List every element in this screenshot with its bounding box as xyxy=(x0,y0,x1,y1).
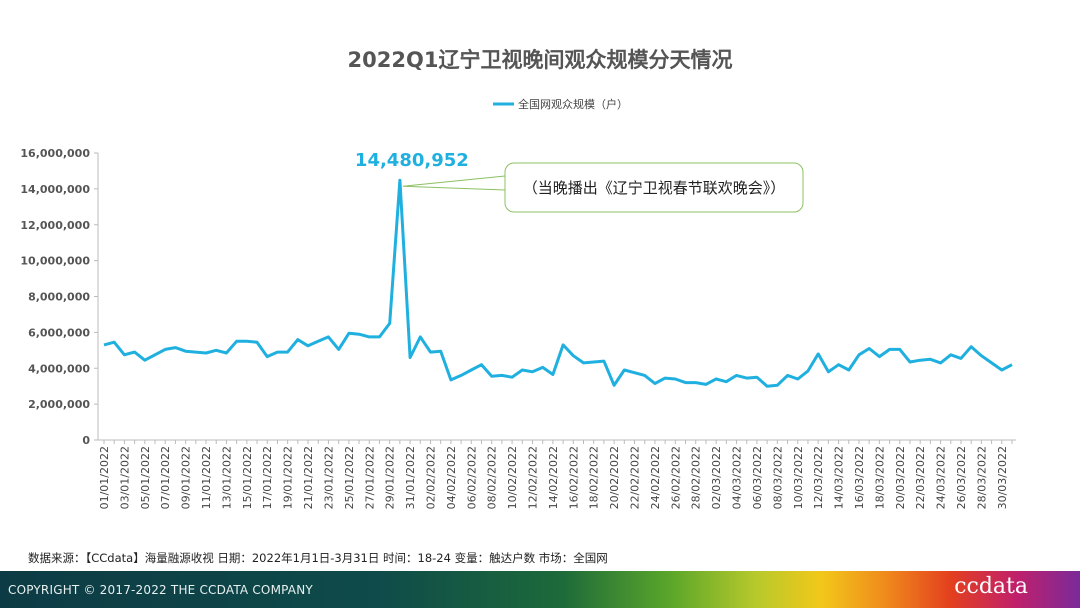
x-tick-label: 04/02/2022 xyxy=(445,446,458,509)
x-tick-label: 03/01/2022 xyxy=(118,446,131,509)
chart-title: 2022Q1辽宁卫视晚间观众规模分天情况 xyxy=(347,48,733,72)
x-tick-label: 09/01/2022 xyxy=(180,446,193,509)
x-tick-label: 18/03/2022 xyxy=(873,446,886,509)
x-tick-label: 05/01/2022 xyxy=(139,446,152,509)
x-tick-label: 16/02/2022 xyxy=(567,446,580,509)
x-tick-label: 20/02/2022 xyxy=(608,446,621,509)
x-tick-label: 23/01/2022 xyxy=(322,446,335,509)
x-tick-label: 14/03/2022 xyxy=(833,446,846,509)
peak-value-label: 14,480,952 xyxy=(355,150,469,171)
x-tick-label: 02/02/2022 xyxy=(424,446,437,509)
x-tick-label: 22/03/2022 xyxy=(914,446,927,509)
x-tick-label: 02/03/2022 xyxy=(710,446,723,509)
x-tick-label: 12/02/2022 xyxy=(526,446,539,509)
data-source-note: 数据来源：【CCdata】海量融源收视 日期：2022年1月1日-3月31日 时… xyxy=(28,551,608,565)
line-chart: 全国网观众规模（户） 0 2,000,000 4,000,000 6,000,000 8,… xyxy=(20,97,1016,509)
x-tick-label: 26/02/2022 xyxy=(669,446,682,509)
x-tick-label: 15/01/2022 xyxy=(241,446,254,509)
series-line xyxy=(103,178,1013,388)
x-tick-label: 19/01/2022 xyxy=(282,446,295,509)
y-tick-label: 0 xyxy=(82,434,90,447)
x-tick-label: 01/01/2022 xyxy=(98,446,111,509)
x-tick-label: 28/02/2022 xyxy=(690,446,703,509)
x-tick-label: 24/03/2022 xyxy=(935,446,948,509)
x-tick-label: 30/03/2022 xyxy=(996,446,1009,509)
x-tick-label: 17/01/2022 xyxy=(261,446,274,509)
y-tick-label: 16,000,000 xyxy=(20,147,90,160)
x-tick-label: 08/03/2022 xyxy=(771,446,784,509)
x-tick-label: 06/02/2022 xyxy=(465,446,478,509)
x-tick-label: 27/01/2022 xyxy=(363,446,376,509)
x-tick-label: 12/03/2022 xyxy=(812,446,825,509)
y-tick-label: 12,000,000 xyxy=(20,219,90,232)
x-tick-label: 13/01/2022 xyxy=(220,446,233,509)
x-tick-label: 08/02/2022 xyxy=(486,446,499,509)
x-tick-label: 11/01/2022 xyxy=(200,446,213,509)
x-tick-label: 20/03/2022 xyxy=(894,446,907,509)
x-tick-label: 18/02/2022 xyxy=(588,446,601,509)
callout-box xyxy=(504,162,804,213)
x-tick-label: 25/01/2022 xyxy=(343,446,356,509)
y-tick-label: 14,000,000 xyxy=(20,183,90,196)
y-tick-label: 8,000,000 xyxy=(28,291,90,304)
callout-pointer xyxy=(402,175,506,191)
x-tick-label: 29/01/2022 xyxy=(384,446,397,509)
footer-banner: COPYRIGHT © 2017-2022 THE CCDATA COMPANY… xyxy=(0,571,1080,608)
x-tick-label: 10/03/2022 xyxy=(792,446,805,509)
y-tick-label: 4,000,000 xyxy=(28,362,90,375)
ccdata-logo: ccdata xyxy=(954,574,1028,599)
copyright-text: COPYRIGHT © 2017-2022 THE CCDATA COMPANY xyxy=(8,583,313,597)
y-tick-label: 2,000,000 xyxy=(28,398,90,411)
x-tick-label: 31/01/2022 xyxy=(404,446,417,509)
x-tick-label: 07/01/2022 xyxy=(159,446,172,509)
x-tick-label: 24/02/2022 xyxy=(649,446,662,509)
x-tick-label: 28/03/2022 xyxy=(975,446,988,509)
x-tick-label: 06/03/2022 xyxy=(751,446,764,509)
x-tick-label: 22/02/2022 xyxy=(629,446,642,509)
legend-label: 全国网观众规模（户） xyxy=(518,97,628,111)
x-tick-label: 16/03/2022 xyxy=(853,446,866,509)
callout-text: （当晚播出《辽宁卫视春节联欢晚会》） xyxy=(523,179,786,197)
y-tick-label: 10,000,000 xyxy=(20,255,90,268)
x-tick-label: 26/03/2022 xyxy=(955,446,968,509)
x-tick-label: 04/03/2022 xyxy=(731,446,744,509)
x-tick-label: 14/02/2022 xyxy=(547,446,560,509)
x-tick-label: 10/02/2022 xyxy=(506,446,519,509)
y-tick-label: 6,000,000 xyxy=(28,326,90,339)
x-tick-label: 21/01/2022 xyxy=(302,446,315,509)
